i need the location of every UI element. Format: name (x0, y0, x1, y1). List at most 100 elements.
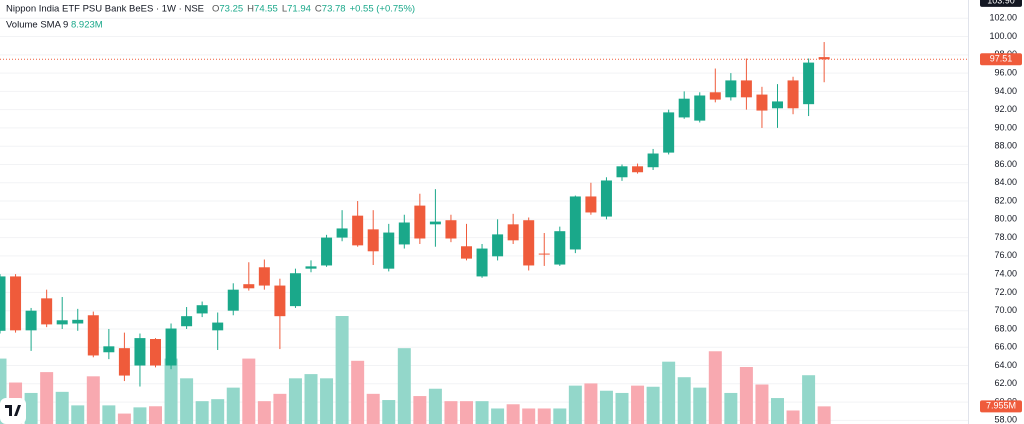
volume-bar (226, 387, 240, 424)
candle-body (196, 305, 208, 314)
candle-body (507, 224, 519, 241)
y-tick-label: 94.00 (994, 86, 1017, 96)
volume-bar (708, 351, 722, 424)
y-tick-label: 64.00 (994, 360, 1017, 370)
volume-label: 7.955M (986, 401, 1016, 411)
candle-body (383, 232, 395, 269)
volume-label-box (980, 400, 1022, 413)
volume-bar (460, 401, 473, 424)
candle-body (103, 346, 115, 353)
volume-pane (0, 316, 831, 424)
header: Nippon India ETF PSU Bank BeES · 1W · NS… (6, 4, 415, 31)
volume-bar (631, 385, 645, 424)
candle-body (212, 322, 224, 331)
candle-body (181, 316, 193, 327)
volume-bar (24, 392, 38, 424)
volume-bar (568, 385, 582, 424)
candle-body (523, 220, 535, 266)
volume-bar (335, 316, 349, 424)
volume-bar (397, 348, 411, 424)
candle-body (352, 215, 364, 246)
candle-body (227, 289, 239, 311)
volume-bar (646, 386, 660, 424)
volume-bar (86, 376, 100, 424)
crosshair-label-box (980, 0, 1022, 7)
y-tick-label: 74.00 (994, 269, 1017, 279)
candle-body (165, 328, 177, 366)
y-tick-label: 72.00 (994, 287, 1017, 297)
ohlc-value: 73.25 (219, 4, 243, 15)
volume-bar (599, 390, 613, 424)
volume-bar (242, 358, 256, 424)
volume-bar (584, 383, 598, 424)
volume-bar (55, 391, 69, 424)
volume-bar (817, 406, 831, 424)
candle-body (803, 62, 815, 105)
last-price-label: 97.51 (990, 54, 1013, 64)
y-tick-label: 80.00 (994, 214, 1017, 224)
y-tick-label: 68.00 (994, 323, 1017, 333)
volume-bar (475, 401, 489, 424)
ohlc-value: 71.94 (287, 4, 311, 15)
volume-bar (522, 408, 536, 424)
ohlc-key: H (247, 4, 254, 15)
crosshair-label: 103.90 (987, 0, 1015, 5)
volume-bar (211, 399, 225, 424)
volume-bar (195, 401, 209, 424)
ohlc-key: C (315, 4, 322, 15)
candle-body (772, 101, 783, 109)
volume-bar (366, 393, 380, 424)
candle-body (554, 231, 566, 265)
candle-body (274, 285, 286, 317)
volume-indicator-value: 8.923M (71, 20, 103, 31)
volume-bar (102, 405, 116, 424)
logo[interactable] (0, 398, 26, 424)
volume-bar (0, 358, 7, 424)
candle-body (289, 273, 301, 307)
volume-bar (677, 377, 691, 424)
volume-bar (771, 398, 784, 424)
y-tick-label: 100.00 (989, 31, 1017, 41)
volume-bar (755, 384, 769, 424)
ohlc-key: O (212, 4, 219, 15)
symbol-title[interactable]: Nippon India ETF PSU Bank BeES · 1W · NS… (6, 4, 204, 15)
volume-bar (273, 393, 287, 424)
y-tick-label: 82.00 (994, 195, 1017, 205)
ohlc-change: +0.55 (+0.75%) (350, 4, 416, 15)
volume-bar (164, 358, 178, 424)
candle-body (305, 266, 317, 269)
logo-mark (5, 405, 21, 416)
candle-body (243, 284, 255, 289)
candle-body (476, 248, 488, 277)
candle-body (600, 180, 612, 217)
volume-bar (491, 408, 505, 424)
candle-body (41, 298, 53, 325)
candle-body (756, 94, 768, 111)
volume-bar (413, 396, 427, 424)
candle-body (694, 95, 706, 121)
candle-body (429, 221, 441, 225)
candle-body (818, 57, 830, 60)
ohlc-legend: O 73.25 H 74.55 L 71.94 C 73.78 +0.55 (+0.75%) (212, 4, 415, 15)
volume-indicator-name[interactable]: Volume SMA 9 (6, 20, 68, 31)
volume-bar (428, 388, 442, 424)
candle-body (725, 80, 737, 98)
ohlc-value: 73.78 (322, 4, 346, 15)
volume-bar (662, 361, 676, 424)
volume-bar (257, 401, 271, 424)
volume-bar (786, 410, 800, 424)
last-price-box (980, 53, 1022, 66)
volume-bar (71, 405, 85, 424)
candle-body (663, 112, 675, 153)
candle-body (87, 315, 99, 356)
candle-body (538, 253, 550, 255)
candle-body (0, 276, 6, 331)
candle-body (585, 196, 597, 213)
candle-body (678, 98, 690, 118)
y-tick-label: 58.00 (994, 415, 1017, 424)
y-tick-label: 62.00 (994, 378, 1017, 388)
volume-bar (288, 378, 302, 424)
candle-body (25, 310, 37, 331)
y-tick-label: 90.00 (994, 122, 1017, 132)
